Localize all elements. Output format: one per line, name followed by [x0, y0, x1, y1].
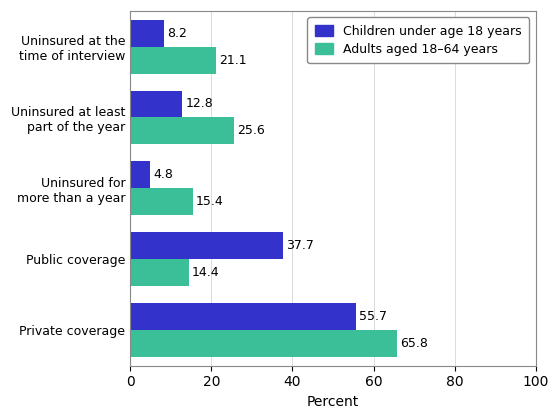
Bar — [130, 47, 216, 74]
Text: 12.8: 12.8 — [185, 97, 213, 110]
Text: 15.4: 15.4 — [196, 195, 224, 208]
Text: 21.1: 21.1 — [219, 53, 247, 66]
Bar — [130, 91, 182, 118]
Bar — [130, 161, 150, 188]
Text: 25.6: 25.6 — [237, 124, 265, 137]
Bar — [130, 20, 164, 47]
X-axis label: Percent: Percent — [307, 395, 359, 409]
Bar — [130, 188, 193, 215]
Bar — [130, 232, 283, 259]
Text: 14.4: 14.4 — [192, 266, 220, 279]
Bar — [130, 330, 397, 357]
Bar — [130, 303, 356, 330]
Text: 65.8: 65.8 — [400, 337, 428, 350]
Text: 55.7: 55.7 — [360, 310, 388, 323]
Text: 8.2: 8.2 — [167, 26, 186, 39]
Legend: Children under age 18 years, Adults aged 18–64 years: Children under age 18 years, Adults aged… — [307, 17, 529, 63]
Text: 4.8: 4.8 — [153, 168, 173, 181]
Text: 37.7: 37.7 — [286, 239, 314, 252]
Bar — [130, 118, 234, 144]
Bar — [130, 259, 189, 286]
